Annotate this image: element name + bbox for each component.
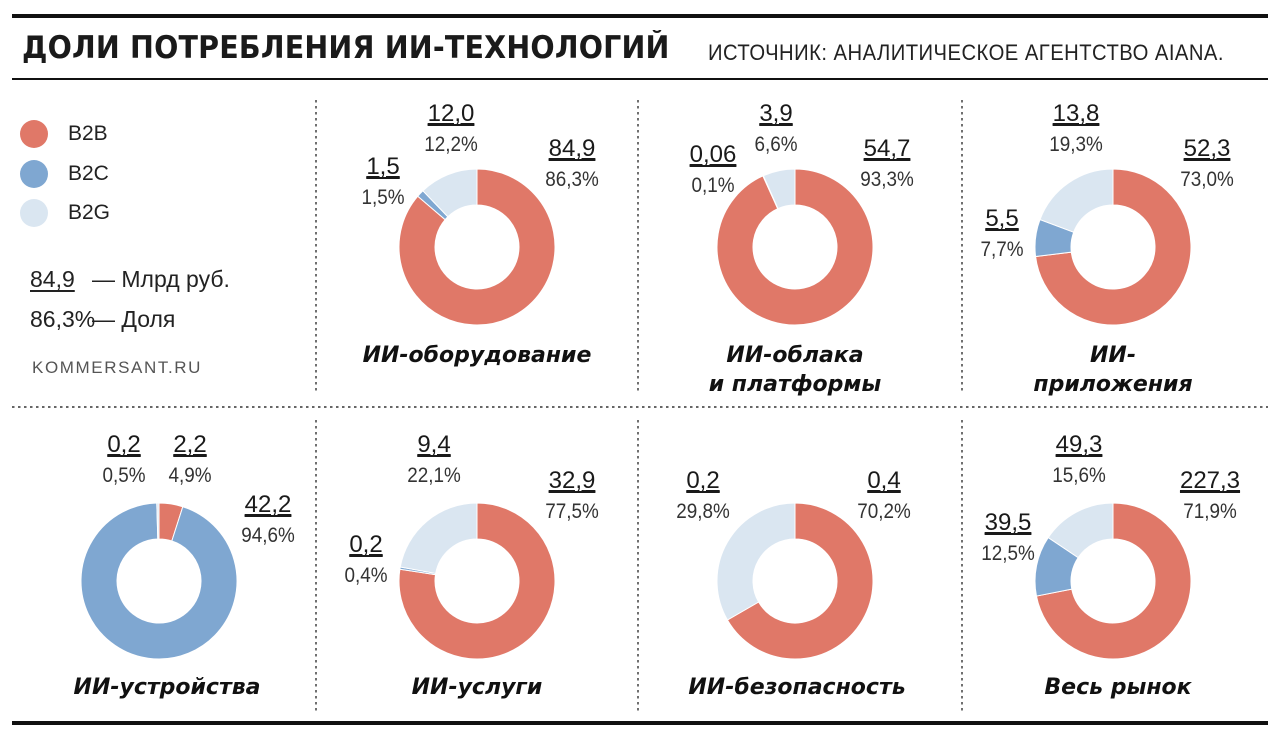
value-label: 2,2: [173, 431, 206, 458]
legend-dot-b2c: [20, 160, 48, 188]
share-label: 4,9%: [168, 464, 211, 487]
value-label: 52,3: [1184, 135, 1231, 162]
value-label: 3,9: [759, 100, 792, 127]
value-label: 227,3: [1180, 467, 1240, 494]
source-note: ИСТОЧНИК: АНАЛИТИЧЕСКОЕ АГЕНТСТВО AIANA.: [708, 40, 1224, 65]
legend-dot-b2b: [20, 120, 48, 148]
header-rule: [12, 78, 1268, 80]
legend-dot-b2g: [20, 199, 48, 227]
value-label: 54,7: [864, 135, 911, 162]
legend-label-b2b: B2B: [68, 122, 108, 145]
share-label: 0,5%: [102, 464, 145, 487]
chart-title: Весь рынок: [1044, 675, 1192, 700]
site-credit: KOMMERSANT.RU: [32, 358, 203, 377]
share-label: 6,6%: [754, 133, 797, 156]
share-label: 15,6%: [1052, 464, 1106, 487]
share-label: 22,1%: [407, 464, 461, 487]
share-label: 12,5%: [981, 542, 1035, 565]
legend-example-value: 84,9: [30, 266, 75, 292]
share-label: 71,9%: [1183, 500, 1237, 523]
donut-slice-b2g: [399, 502, 478, 575]
donut-slice-b2b: [1035, 502, 1192, 660]
share-label: 12,2%: [424, 133, 478, 156]
value-label: 49,3: [1056, 431, 1103, 458]
chart-title: ИИ-облака: [726, 343, 863, 368]
donut-slice-b2g: [1047, 502, 1114, 559]
chart-title: и платформы: [709, 372, 882, 397]
donut-slice-b2g: [762, 168, 796, 210]
value-label: 5,5: [985, 205, 1018, 232]
share-label: 86,3%: [545, 168, 599, 191]
share-label: 0,4%: [344, 564, 387, 587]
share-label: 93,3%: [860, 168, 914, 191]
chart-title: ИИ-услуги: [412, 675, 543, 700]
donut-slice-b2g: [1039, 168, 1114, 233]
chart-title: ИИ-устройства: [74, 675, 261, 700]
share-label: 29,8%: [676, 500, 730, 523]
donut-slice-b2b: [398, 168, 556, 326]
share-label: 77,5%: [545, 500, 599, 523]
value-label: 0,2: [349, 531, 382, 558]
chart-title: приложения: [1033, 372, 1192, 397]
share-label: 19,3%: [1049, 133, 1103, 156]
legend-label-b2c: B2C: [68, 162, 109, 185]
donut-slice-b2b: [398, 502, 556, 660]
donut-slice-b2b: [726, 502, 874, 660]
legend-example-share: 86,3%: [30, 306, 96, 332]
legend-example-value-desc: — Млрд руб.: [92, 266, 230, 292]
share-label: 70,2%: [857, 500, 911, 523]
chart-title: ИИ-: [1090, 343, 1136, 368]
value-label: 12,0: [428, 100, 475, 127]
value-label: 0,2: [107, 431, 140, 458]
donut-slice-b2c: [80, 502, 238, 660]
value-label: 9,4: [417, 431, 450, 458]
top-rule: [12, 14, 1268, 18]
value-label: 0,4: [867, 467, 900, 494]
value-label: 0,2: [686, 467, 719, 494]
value-label: 84,9: [549, 135, 596, 162]
share-label: 0,1%: [691, 174, 734, 197]
value-label: 13,8: [1053, 100, 1100, 127]
share-label: 7,7%: [980, 238, 1023, 261]
value-label: 1,5: [366, 153, 399, 180]
donut-slice-b2g: [422, 168, 478, 218]
legend-label-b2g: B2G: [68, 201, 111, 224]
value-label: 39,5: [985, 509, 1032, 536]
bottom-rule: [12, 721, 1268, 725]
share-label: 1,5%: [361, 186, 404, 209]
donut-slice-b2b: [716, 168, 874, 326]
chart-title: ИИ-оборудование: [363, 343, 592, 368]
value-label: 0,06: [690, 141, 737, 168]
chart-title: ИИ-безопасность: [688, 675, 905, 700]
donut-slice-b2g: [716, 502, 796, 621]
donut-slice-b2b: [1035, 168, 1192, 326]
value-label: 32,9: [549, 467, 596, 494]
donut-slice-b2g: [156, 502, 160, 540]
share-label: 73,0%: [1180, 168, 1234, 191]
legend-example-share-desc: — Доля: [92, 306, 176, 332]
value-label: 42,2: [245, 491, 292, 518]
page-title: ДОЛИ ПОТРЕБЛЕНИЯ ИИ-ТЕХНОЛОГИЙ: [22, 30, 670, 66]
share-label: 94,6%: [241, 524, 295, 547]
